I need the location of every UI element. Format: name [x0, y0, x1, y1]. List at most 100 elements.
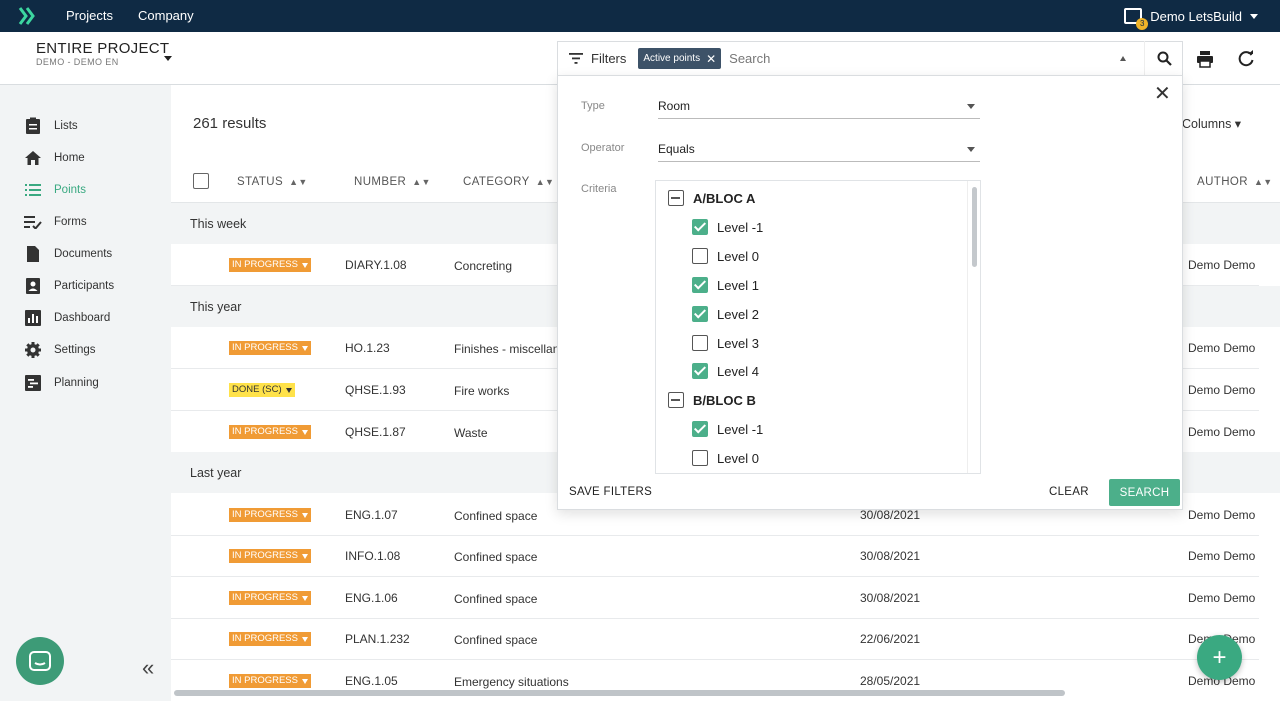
column-status[interactable]: STATUS ▲▼: [237, 176, 308, 188]
point-category: Fire works: [454, 384, 510, 398]
user-menu[interactable]: 3 Demo LetsBuild: [1124, 8, 1258, 30]
criteria-scrollbar[interactable]: [967, 181, 980, 473]
sidebar-item-home[interactable]: Home: [24, 149, 85, 167]
status-badge[interactable]: IN PROGRESS: [229, 549, 311, 563]
nav-projects[interactable]: Projects: [66, 8, 113, 23]
sidebar-item-forms[interactable]: Forms: [24, 213, 87, 231]
search-submit-button[interactable]: SEARCH: [1109, 479, 1180, 506]
point-number: ENG.1.05: [345, 674, 398, 688]
table-row[interactable]: IN PROGRESS PLAN.1.232 Confined space 22…: [171, 618, 1259, 660]
operator-select[interactable]: Equals: [658, 136, 980, 162]
operator-value: Equals: [658, 142, 695, 156]
refresh-icon[interactable]: [1236, 49, 1256, 69]
point-date: 28/05/2021: [860, 674, 921, 688]
table-row[interactable]: IN PROGRESS ENG.1.05 Emergency situation…: [171, 660, 1259, 701]
nav-company[interactable]: Company: [138, 8, 194, 23]
item-checkbox[interactable]: [692, 219, 708, 235]
item-checkbox[interactable]: [692, 248, 708, 264]
active-filter-chip[interactable]: Active points ✕: [638, 48, 722, 69]
search-button[interactable]: [1144, 41, 1184, 75]
status-badge[interactable]: IN PROGRESS: [229, 341, 311, 355]
print-icon[interactable]: [1195, 49, 1215, 69]
criteria-item[interactable]: Level 2: [692, 306, 759, 322]
criteria-group[interactable]: A/BLOC A: [668, 190, 755, 206]
status-badge[interactable]: IN PROGRESS: [229, 632, 311, 646]
status-badge[interactable]: IN PROGRESS: [229, 674, 311, 688]
sidebar-item-label: Planning: [54, 377, 99, 389]
sidebar-item-dashboard[interactable]: Dashboard: [24, 309, 110, 327]
status-badge[interactable]: DONE (SC): [229, 383, 295, 397]
table-row[interactable]: IN PROGRESS ENG.1.06 Confined space 30/0…: [171, 577, 1259, 619]
close-icon[interactable]: ✕: [1154, 83, 1171, 105]
column-category[interactable]: CATEGORY ▲▼: [463, 176, 554, 188]
item-checkbox[interactable]: [692, 306, 708, 322]
save-filters-button[interactable]: SAVE FILTERS: [569, 486, 653, 498]
criteria-item[interactable]: Level 0: [692, 248, 759, 264]
chevron-up-icon[interactable]: [1120, 56, 1126, 61]
project-dropdown-icon[interactable]: [164, 56, 172, 61]
point-category: Finishes - miscellan: [454, 342, 560, 356]
collapse-sidebar-icon[interactable]: «: [142, 655, 155, 680]
column-label: AUTHOR: [1197, 176, 1248, 188]
horizontal-scrollbar[interactable]: [174, 690, 1065, 696]
columns-button[interactable]: Columns ▾: [1182, 117, 1242, 131]
sidebar-item-label: Dashboard: [54, 312, 111, 324]
type-select[interactable]: Room: [658, 93, 980, 119]
item-checkbox[interactable]: [692, 363, 708, 379]
criteria-item[interactable]: Level 4: [692, 363, 759, 379]
letsbuild-logo-icon[interactable]: [18, 6, 36, 26]
chevron-down-icon: [302, 636, 308, 642]
point-category: Emergency situations: [454, 675, 569, 689]
status-label: IN PROGRESS: [232, 259, 298, 270]
sidebar-item-points[interactable]: Points: [24, 181, 86, 199]
sidebar-item-settings[interactable]: Settings: [24, 341, 96, 359]
item-checkbox[interactable]: [692, 421, 708, 437]
filter-icon: [569, 53, 583, 64]
status-badge[interactable]: IN PROGRESS: [229, 591, 311, 605]
item-checkbox[interactable]: [692, 277, 708, 293]
point-date: 30/08/2021: [860, 591, 921, 605]
criteria-item[interactable]: Level 0: [692, 450, 759, 466]
clear-button[interactable]: CLEAR: [1049, 486, 1089, 498]
chevron-down-icon: [302, 345, 308, 351]
criteria-item[interactable]: Level -1: [692, 219, 763, 235]
filters-toggle[interactable]: Filters: [569, 51, 626, 66]
sidebar-item-lists[interactable]: Lists: [24, 117, 78, 135]
sidebar-item-planning[interactable]: Planning: [24, 374, 99, 392]
notifications-icon[interactable]: 3: [1124, 8, 1149, 30]
column-author[interactable]: AUTHOR ▲▼: [1197, 176, 1273, 188]
list-icon: [24, 181, 42, 199]
scrollbar-thumb[interactable]: [972, 187, 977, 267]
criteria-item[interactable]: Level -1: [692, 421, 763, 437]
sidebar-item-participants[interactable]: Participants: [24, 277, 114, 295]
table-row[interactable]: IN PROGRESS ENG.1.07 Confined space 30/0…: [171, 494, 1259, 536]
criteria-item[interactable]: Level 3: [692, 335, 759, 351]
column-number[interactable]: NUMBER ▲▼: [354, 176, 431, 188]
notification-badge: 3: [1136, 18, 1149, 30]
criteria-item[interactable]: Level 1: [692, 277, 759, 293]
clipboard-icon: [24, 117, 42, 135]
remove-chip-icon[interactable]: ✕: [706, 51, 717, 66]
table-row[interactable]: IN PROGRESS INFO.1.08 Confined space 30/…: [171, 535, 1259, 577]
item-checkbox[interactable]: [692, 450, 708, 466]
select-all-checkbox[interactable]: [193, 173, 209, 189]
project-title[interactable]: ENTIRE PROJECT: [36, 40, 170, 57]
point-date: 30/08/2021: [860, 549, 921, 563]
group-checkbox[interactable]: [668, 190, 684, 206]
sidebar-item-documents[interactable]: Documents: [24, 245, 112, 263]
status-badge[interactable]: IN PROGRESS: [229, 258, 311, 272]
item-checkbox[interactable]: [692, 335, 708, 351]
point-category: Concreting: [454, 259, 513, 273]
chevron-down-icon: [285, 387, 292, 393]
columns-label: Columns: [1182, 117, 1232, 131]
search-input[interactable]: [729, 51, 1110, 66]
add-point-button[interactable]: +: [1197, 635, 1242, 680]
status-label: DONE (SC): [232, 384, 282, 395]
status-badge[interactable]: IN PROGRESS: [229, 508, 311, 522]
group-checkbox[interactable]: [668, 392, 684, 408]
chat-support-button[interactable]: [16, 637, 64, 685]
status-badge[interactable]: IN PROGRESS: [229, 425, 311, 439]
type-label: Type: [581, 100, 605, 112]
point-date: 30/08/2021: [860, 508, 921, 522]
criteria-group[interactable]: B/BLOC B: [668, 392, 756, 408]
